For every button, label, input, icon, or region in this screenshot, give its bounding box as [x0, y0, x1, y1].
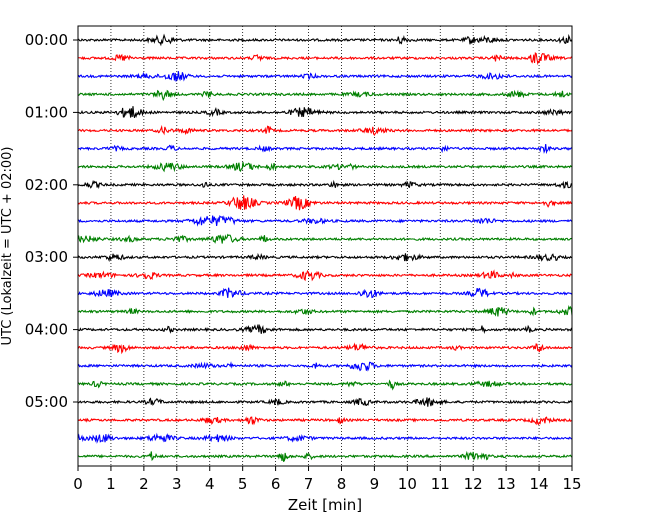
trace-row	[77, 269, 573, 282]
y-tick-label: 01:00	[25, 103, 68, 121]
y-axis: 00:00 01:00 02:00 03:00 04:00 05:00	[25, 31, 78, 411]
trace-row	[77, 450, 573, 463]
x-tick-label: 9	[370, 475, 380, 493]
x-tick-label: 14	[530, 475, 549, 493]
trace-row	[77, 162, 573, 173]
trace-row	[77, 106, 573, 118]
x-tick-label: 0	[73, 475, 83, 493]
trace-row	[77, 52, 573, 66]
x-tick-label: 8	[337, 475, 347, 493]
trace-row	[77, 71, 573, 82]
trace-row	[77, 323, 573, 335]
x-axis-label: Zeit [min]	[288, 496, 362, 514]
trace-row	[77, 432, 573, 444]
trace-row	[77, 379, 573, 391]
trace-row	[77, 252, 573, 263]
x-tick-label: 7	[304, 475, 314, 493]
y-tick-label: 05:00	[25, 393, 68, 411]
x-tick-label: 13	[497, 475, 516, 493]
x-tick-label: 4	[205, 475, 215, 493]
y-tick-label: 04:00	[25, 321, 68, 339]
x-tick-label: 11	[431, 475, 450, 493]
y-tick-label: 00:00	[25, 31, 68, 49]
x-tick-label: 3	[172, 475, 182, 493]
x-tick-label: 12	[464, 475, 483, 493]
y-tick-label: 03:00	[25, 248, 68, 266]
trace-row	[77, 397, 573, 407]
seismic-traces	[77, 33, 573, 463]
trace-row	[77, 233, 573, 244]
trace-row	[77, 287, 573, 299]
trace-row	[77, 342, 573, 355]
trace-row	[77, 89, 573, 102]
trace-row	[77, 215, 573, 227]
x-tick-label: 5	[238, 475, 248, 493]
x-tick-label: 1	[106, 475, 116, 493]
plot-frame	[77, 25, 573, 467]
y-axis-label: UTC (Lokalzeit = UTC + 02:00)	[0, 147, 15, 346]
grid-lines	[110, 26, 540, 466]
x-tick-label: 15	[562, 475, 581, 493]
trace-row	[77, 124, 573, 137]
x-axis: 0 1 2 3 4 5 6 7 8 9 10 11 12 13 14 15	[73, 466, 582, 493]
trace-row	[77, 416, 573, 426]
y-tick-label: 02:00	[25, 176, 68, 194]
x-tick-label: 2	[139, 475, 149, 493]
x-tick-label: 6	[271, 475, 281, 493]
trace-row	[77, 33, 573, 47]
trace-row	[77, 361, 573, 372]
trace-row	[77, 195, 573, 211]
trace-row	[77, 304, 573, 317]
trace-row	[77, 179, 573, 190]
x-tick-label: 10	[398, 475, 417, 493]
trace-row	[77, 144, 573, 155]
